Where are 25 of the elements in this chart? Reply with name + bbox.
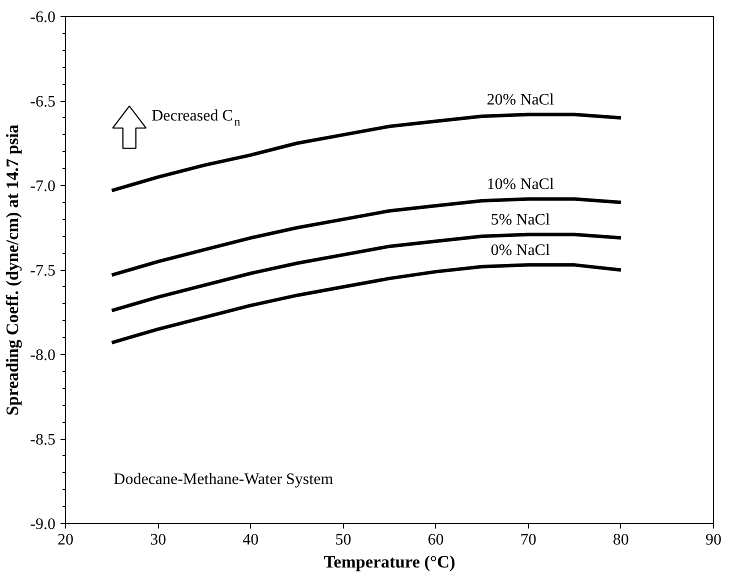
y-tick-label: -6.0	[30, 9, 56, 26]
y-tick-label: -9.0	[30, 516, 56, 533]
y-tick-label: -7.0	[30, 178, 56, 195]
series-label: 0% NaCl	[490, 242, 550, 259]
y-tick-label: -8.0	[30, 347, 56, 364]
annotation: Dodecane-Methane-Water System	[114, 471, 334, 488]
x-tick-label: 60	[428, 532, 444, 548]
x-tick-label: 20	[58, 532, 74, 548]
series-label: 5% NaCl	[490, 212, 550, 229]
y-tick-label: -6.5	[30, 94, 56, 110]
line-series	[110, 197, 623, 277]
x-axis-title: Temperature (°C)	[324, 552, 456, 572]
x-tick-label: 80	[612, 532, 629, 548]
x-tick-label: 40	[242, 532, 259, 548]
x-tick-label: 90	[706, 532, 722, 548]
x-tick-label: 30	[150, 532, 166, 548]
series-label: 10% NaCl	[486, 176, 554, 194]
series-label: 20% NaCl	[486, 92, 554, 109]
line-series	[110, 263, 623, 344]
x-tick-label: 70	[520, 532, 536, 548]
line-series	[110, 232, 623, 312]
x-tick-label: 50	[335, 532, 352, 548]
y-tick-label: -7.5	[30, 262, 56, 280]
y-axis-title: Spreading Coeff. (dyne/cm) at 14.7 psia	[3, 124, 22, 416]
y-tick-label: -8.5	[30, 432, 56, 448]
